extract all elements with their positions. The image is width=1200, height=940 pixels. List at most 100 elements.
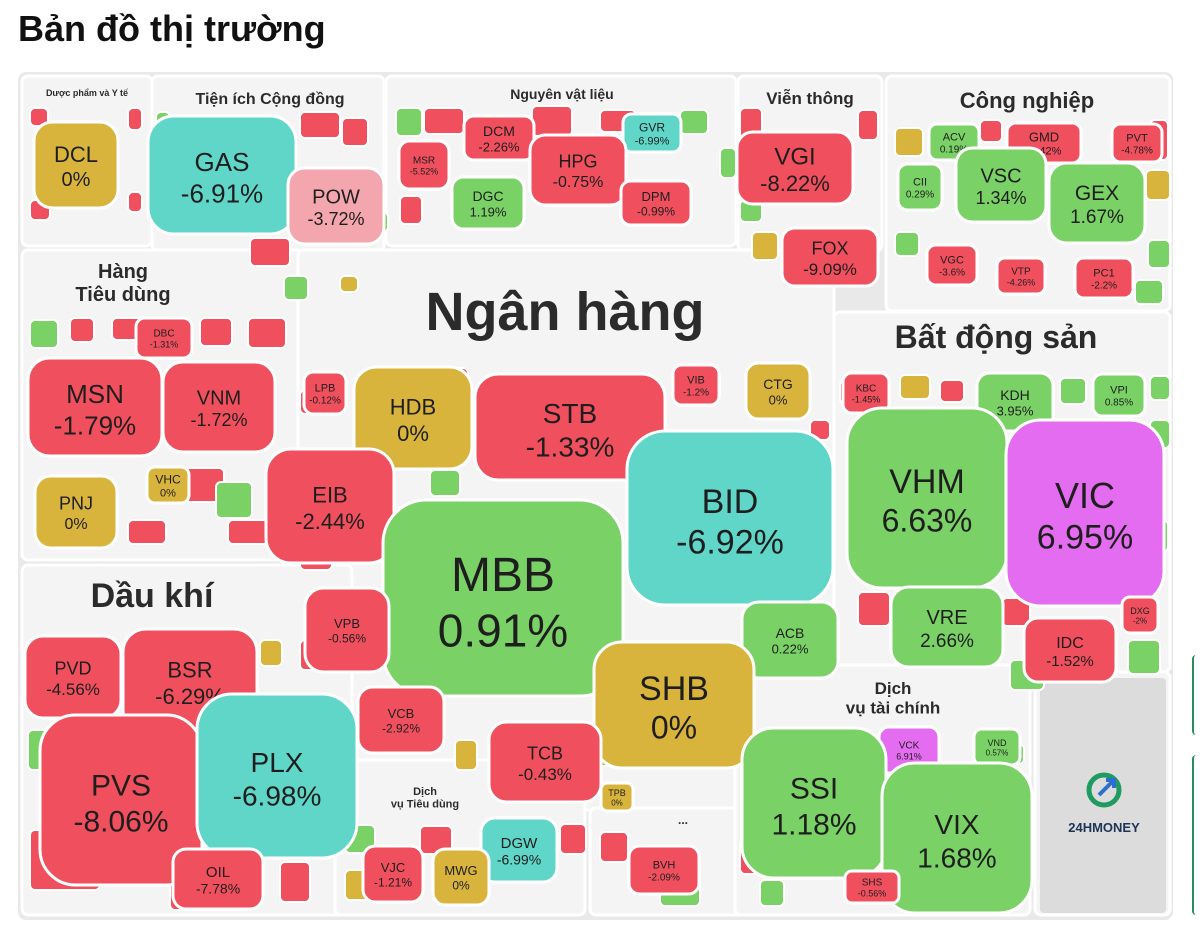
small-stock-cell[interactable]: [259, 639, 283, 667]
stock-cell-vpi[interactable]: [1091, 372, 1147, 418]
small-stock-cell[interactable]: [719, 147, 737, 179]
market-heatmap[interactable]: Dược phẩm và Y tế Tiện ích Cộng đồng Nguyê…: [18, 72, 1173, 920]
small-stock-cell[interactable]: [279, 861, 311, 903]
small-stock-cell[interactable]: [127, 107, 143, 131]
stock-cell-hpg[interactable]: [528, 133, 628, 207]
small-stock-cell[interactable]: [454, 739, 478, 771]
small-stock-cell[interactable]: [69, 317, 95, 343]
small-stock-cell[interactable]: [857, 591, 891, 627]
small-stock-cell[interactable]: [249, 237, 291, 267]
stock-cell-pc1[interactable]: [1073, 256, 1135, 300]
stock-ticker: PVS: [91, 770, 151, 803]
stock-cell-lpb[interactable]: [302, 370, 348, 416]
stock-change: -1.45%: [852, 394, 881, 404]
stock-cell-stb[interactable]: [473, 372, 667, 482]
small-stock-cell[interactable]: [1059, 377, 1087, 405]
small-stock-cell[interactable]: [1127, 639, 1161, 675]
stock-cell-cii[interactable]: [896, 162, 944, 212]
small-stock-cell[interactable]: [599, 831, 629, 863]
small-stock-cell[interactable]: [29, 319, 59, 349]
small-stock-cell[interactable]: [341, 117, 369, 147]
stock-cell-dgc[interactable]: [450, 175, 526, 231]
stock-cell-idc[interactable]: [1022, 616, 1118, 684]
small-stock-cell[interactable]: [227, 519, 269, 545]
stock-cell-vib[interactable]: [671, 363, 721, 407]
stock-cell-oil[interactable]: [171, 847, 265, 911]
stock-cell-mwg[interactable]: [431, 847, 491, 907]
small-stock-cell[interactable]: [894, 127, 924, 157]
small-stock-cell[interactable]: [531, 105, 573, 137]
stock-change: 0.91%: [438, 604, 568, 656]
stock-cell-msr[interactable]: [397, 139, 451, 191]
small-stock-cell[interactable]: [215, 481, 253, 519]
stock-cell-bid[interactable]: [625, 429, 835, 607]
stock-change: -2.2%: [1091, 281, 1117, 292]
small-stock-cell[interactable]: [1134, 279, 1164, 305]
small-stock-cell[interactable]: [939, 379, 965, 403]
small-stock-cell[interactable]: [339, 275, 359, 293]
small-stock-cell[interactable]: [127, 519, 167, 545]
small-stock-cell[interactable]: [299, 111, 341, 139]
small-stock-cell[interactable]: [127, 191, 143, 213]
stock-ticker: DGW: [501, 835, 539, 852]
stock-cell-fox[interactable]: [780, 226, 880, 288]
small-stock-cell[interactable]: [283, 275, 309, 301]
stock-cell-pow[interactable]: [286, 166, 386, 246]
small-stock-cell[interactable]: [679, 109, 709, 135]
stock-cell-vnm[interactable]: [161, 360, 277, 454]
stock-change: -3.6%: [939, 268, 965, 279]
stock-cell-vic[interactable]: [1004, 418, 1166, 608]
stock-cell-gex[interactable]: [1047, 161, 1147, 245]
stock-cell-dbc[interactable]: [134, 316, 194, 360]
stock-ticker: BSR: [167, 658, 212, 683]
stock-ticker: IDC: [1056, 635, 1084, 652]
sector-label: Dịch vụ Tiêu dùng: [391, 786, 459, 811]
stock-cell-vgc[interactable]: [925, 243, 979, 287]
stock-cell-hdb[interactable]: [352, 365, 474, 471]
small-stock-cell[interactable]: [247, 317, 287, 349]
stock-change: -5.52%: [410, 166, 439, 176]
small-stock-cell[interactable]: [1145, 169, 1171, 201]
heatmap-svg: Dược phẩm và Y tế Tiện ích Cộng đồng Nguyê…: [20, 74, 1172, 917]
stock-cell-vsc[interactable]: [954, 146, 1048, 224]
small-stock-cell[interactable]: [894, 231, 920, 257]
small-stock-cell[interactable]: [899, 374, 931, 400]
stock-cell-vcb[interactable]: [356, 685, 446, 755]
stock-cell-bvh[interactable]: [627, 844, 701, 896]
small-stock-cell[interactable]: [395, 107, 423, 137]
stock-cell-pnj[interactable]: [33, 474, 119, 550]
small-stock-cell[interactable]: [1147, 239, 1171, 269]
stock-change: 1.67%: [1070, 207, 1124, 228]
small-stock-cell[interactable]: [429, 469, 461, 497]
stock-change: -6.99%: [635, 136, 670, 148]
small-stock-cell[interactable]: [559, 823, 587, 855]
stock-cell-eib[interactable]: [264, 447, 396, 565]
stock-cell-ctg[interactable]: [744, 361, 812, 421]
small-stock-cell[interactable]: [199, 317, 233, 347]
stock-cell-vtp[interactable]: [995, 256, 1047, 296]
small-stock-cell[interactable]: [1149, 375, 1171, 401]
stock-cell-dxg[interactable]: [1120, 595, 1160, 635]
stock-cell-dcl[interactable]: [32, 120, 120, 210]
small-stock-cell[interactable]: [399, 195, 423, 225]
stock-cell-vgi[interactable]: [735, 130, 855, 206]
stock-cell-vhc[interactable]: [145, 465, 191, 505]
small-stock-cell[interactable]: [979, 119, 1003, 143]
small-stock-cell[interactable]: [759, 879, 785, 907]
stock-cell-pvt[interactable]: [1110, 122, 1164, 164]
stock-cell-tcb[interactable]: [487, 720, 603, 804]
small-stock-cell[interactable]: [423, 107, 465, 135]
stock-cell-shb[interactable]: [592, 640, 756, 770]
stock-cell-vix[interactable]: [880, 761, 1034, 915]
stock-cell-vre[interactable]: [889, 585, 1005, 669]
stock-cell-vpb[interactable]: [303, 586, 391, 674]
small-stock-cell[interactable]: [857, 109, 879, 141]
stock-cell-dpm[interactable]: [619, 179, 693, 227]
stock-cell-gvr[interactable]: [621, 112, 683, 154]
small-stock-cell[interactable]: [751, 231, 779, 261]
stock-cell-vjc[interactable]: [361, 844, 425, 904]
stock-cell-tpb[interactable]: [599, 781, 635, 813]
stock-cell-plx[interactable]: [195, 692, 359, 860]
stock-cell-shs[interactable]: [843, 869, 901, 905]
stock-cell-acb[interactable]: [740, 600, 840, 680]
